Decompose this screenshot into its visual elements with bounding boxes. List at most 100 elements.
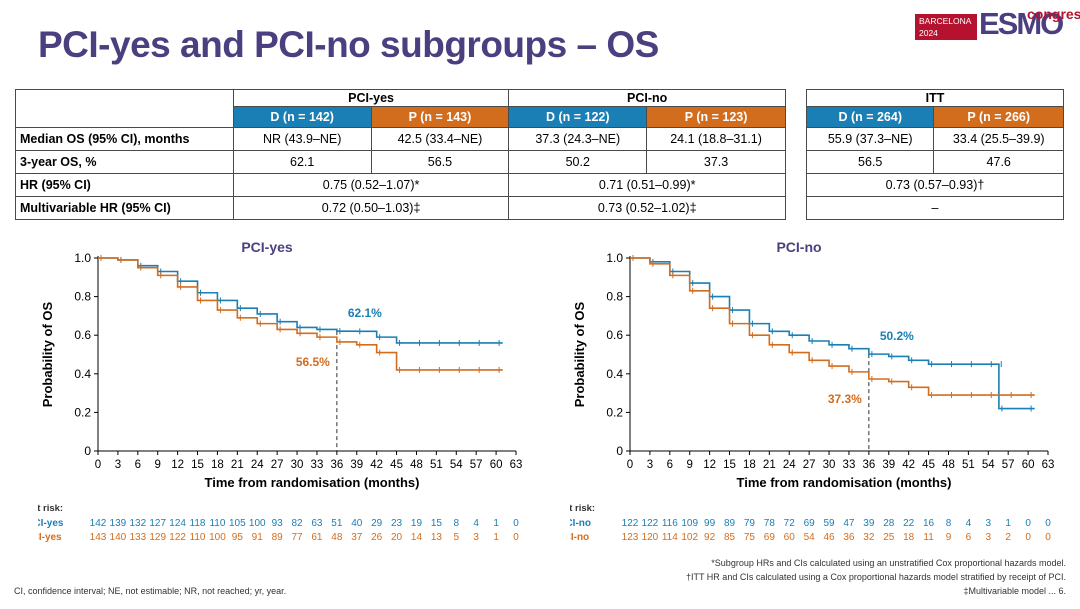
x-tick-label: 21 <box>763 459 776 471</box>
at-risk-value: 39 <box>863 518 875 529</box>
at-risk-value: 109 <box>681 518 698 529</box>
table-cell: 24.1 (18.8–31.1) <box>646 127 786 151</box>
x-axis-label: Time from randomisation (months) <box>205 475 420 490</box>
table-cell: 0.72 (0.50–1.03)‡ <box>232 196 510 220</box>
at-risk-value: 11 <box>923 532 934 543</box>
table-cell: 50.2 <box>508 150 648 174</box>
x-tick-label: 18 <box>211 459 224 471</box>
at-risk-value: 143 <box>90 532 107 543</box>
chart-title: PCI-yes <box>241 239 293 255</box>
at-risk-value: 77 <box>291 532 303 543</box>
at-risk-value: 13 <box>431 532 443 543</box>
x-tick-label: 54 <box>982 459 995 471</box>
table-row: 56.5 47.6 <box>805 150 1064 174</box>
at-risk-value: 140 <box>110 532 127 543</box>
congress-logo: BARCELONA 2024 ESMO congres <box>915 6 1080 44</box>
at-risk-value: 26 <box>371 532 383 543</box>
at-risk-value: 142 <box>90 518 107 529</box>
at-risk-value: 123 <box>622 532 639 543</box>
at-risk-value: 4 <box>966 518 972 529</box>
at-risk-value: 61 <box>311 532 323 543</box>
at-risk-value: 110 <box>209 518 225 529</box>
x-tick-label: 36 <box>330 459 343 471</box>
y-tick-label: 0 <box>616 444 623 458</box>
at-risk-value: 100 <box>249 518 266 529</box>
at-risk-value: 82 <box>291 518 303 529</box>
at-risk-value: 92 <box>704 532 716 543</box>
at-risk-value: 20 <box>391 532 403 543</box>
at-risk-value: 0 <box>1025 532 1031 543</box>
at-risk-value: 100 <box>209 532 226 543</box>
x-tick-label: 48 <box>410 459 423 471</box>
x-tick-label: 27 <box>803 459 816 471</box>
x-tick-label: 3 <box>647 459 653 471</box>
table-corner <box>15 89 234 128</box>
x-tick-label: 57 <box>470 459 483 471</box>
at-risk-value: 139 <box>110 518 127 529</box>
at-risk-value: 14 <box>411 532 423 543</box>
at-risk-value: 25 <box>883 532 895 543</box>
at-risk-value: 16 <box>923 518 935 529</box>
y-axis-label: Probability of OS <box>572 301 587 407</box>
at-risk-value: 23 <box>391 518 403 529</box>
at-risk-value: 89 <box>724 518 736 529</box>
at-risk-value: 29 <box>371 518 383 529</box>
table-row: HR (95% CI) 0.75 (0.52–1.07)* 0.71 (0.51… <box>15 173 786 197</box>
at-risk-value: 6 <box>966 532 972 543</box>
at-risk-row-label: D, PCI-yes <box>38 518 64 529</box>
table-cell: 0.71 (0.51–0.99)* <box>508 173 786 197</box>
x-tick-label: 48 <box>942 459 955 471</box>
x-axis-label: Time from randomisation (months) <box>737 475 952 490</box>
table-cell: 0.73 (0.57–0.93)† <box>806 173 1064 197</box>
at-risk-value: 48 <box>331 532 343 543</box>
logo-brand: ESMO <box>979 6 1064 41</box>
arm-header-p-itt: P (n = 266) <box>933 106 1064 128</box>
subgroup-os-table: PCI-yes PCI-no D (n = 142) P (n = 143) D… <box>15 89 786 220</box>
arm-header-p-pci-no: P (n = 123) <box>646 106 786 128</box>
y-tick-label: 0.2 <box>606 405 623 419</box>
x-tick-label: 33 <box>311 459 324 471</box>
at-risk-value: 40 <box>351 518 363 529</box>
page-title: PCI-yes and PCI-no subgroups – OS <box>38 24 659 65</box>
x-tick-label: 42 <box>902 459 915 471</box>
at-risk-value: 63 <box>311 518 323 529</box>
y-tick-label: 0.4 <box>606 367 623 381</box>
x-tick-label: 33 <box>843 459 856 471</box>
x-tick-label: 36 <box>862 459 875 471</box>
at-risk-value: 75 <box>744 532 756 543</box>
at-risk-value: 102 <box>681 532 698 543</box>
table-cell: 55.9 (37.3–NE) <box>805 127 935 151</box>
at-risk-value: 15 <box>431 518 443 529</box>
at-risk-value: 124 <box>169 518 186 529</box>
survival-curve-d <box>630 257 1035 410</box>
at-risk-value: 91 <box>252 532 264 543</box>
at-risk-value: 32 <box>863 532 875 543</box>
at-risk-value: 8 <box>454 518 460 529</box>
row-label-3yr-os: 3-year OS, % <box>15 150 234 174</box>
x-tick-label: 45 <box>390 459 403 471</box>
at-risk-value: 51 <box>331 518 343 529</box>
at-risk-value: 99 <box>704 518 716 529</box>
at-risk-value: 59 <box>823 518 835 529</box>
at-risk-value: 78 <box>764 518 776 529</box>
annotation-p: 37.3% <box>828 392 862 406</box>
x-tick-label: 9 <box>155 459 161 471</box>
annotation-p: 56.5% <box>296 355 330 369</box>
x-tick-label: 54 <box>450 459 463 471</box>
row-label-median-os: Median OS (95% CI), months <box>15 127 234 151</box>
x-tick-label: 39 <box>350 459 363 471</box>
at-risk-value: 122 <box>169 532 186 543</box>
at-risk-value: 122 <box>622 518 639 529</box>
at-risk-value: 118 <box>190 518 206 529</box>
at-risk-value: 0 <box>513 518 519 529</box>
table-row: 0.73 (0.57–0.93)† <box>806 173 1064 197</box>
x-tick-label: 30 <box>823 459 836 471</box>
at-risk-value: 1 <box>1005 518 1011 529</box>
x-tick-label: 51 <box>962 459 975 471</box>
at-risk-value: 5 <box>454 532 460 543</box>
at-risk-value: 105 <box>229 518 246 529</box>
at-risk-value: 0 <box>1045 532 1051 543</box>
footnote-abbreviations: CI, confidence interval; NE, not estimab… <box>14 586 287 596</box>
at-risk-row-label: P, PCI-no <box>570 532 589 543</box>
